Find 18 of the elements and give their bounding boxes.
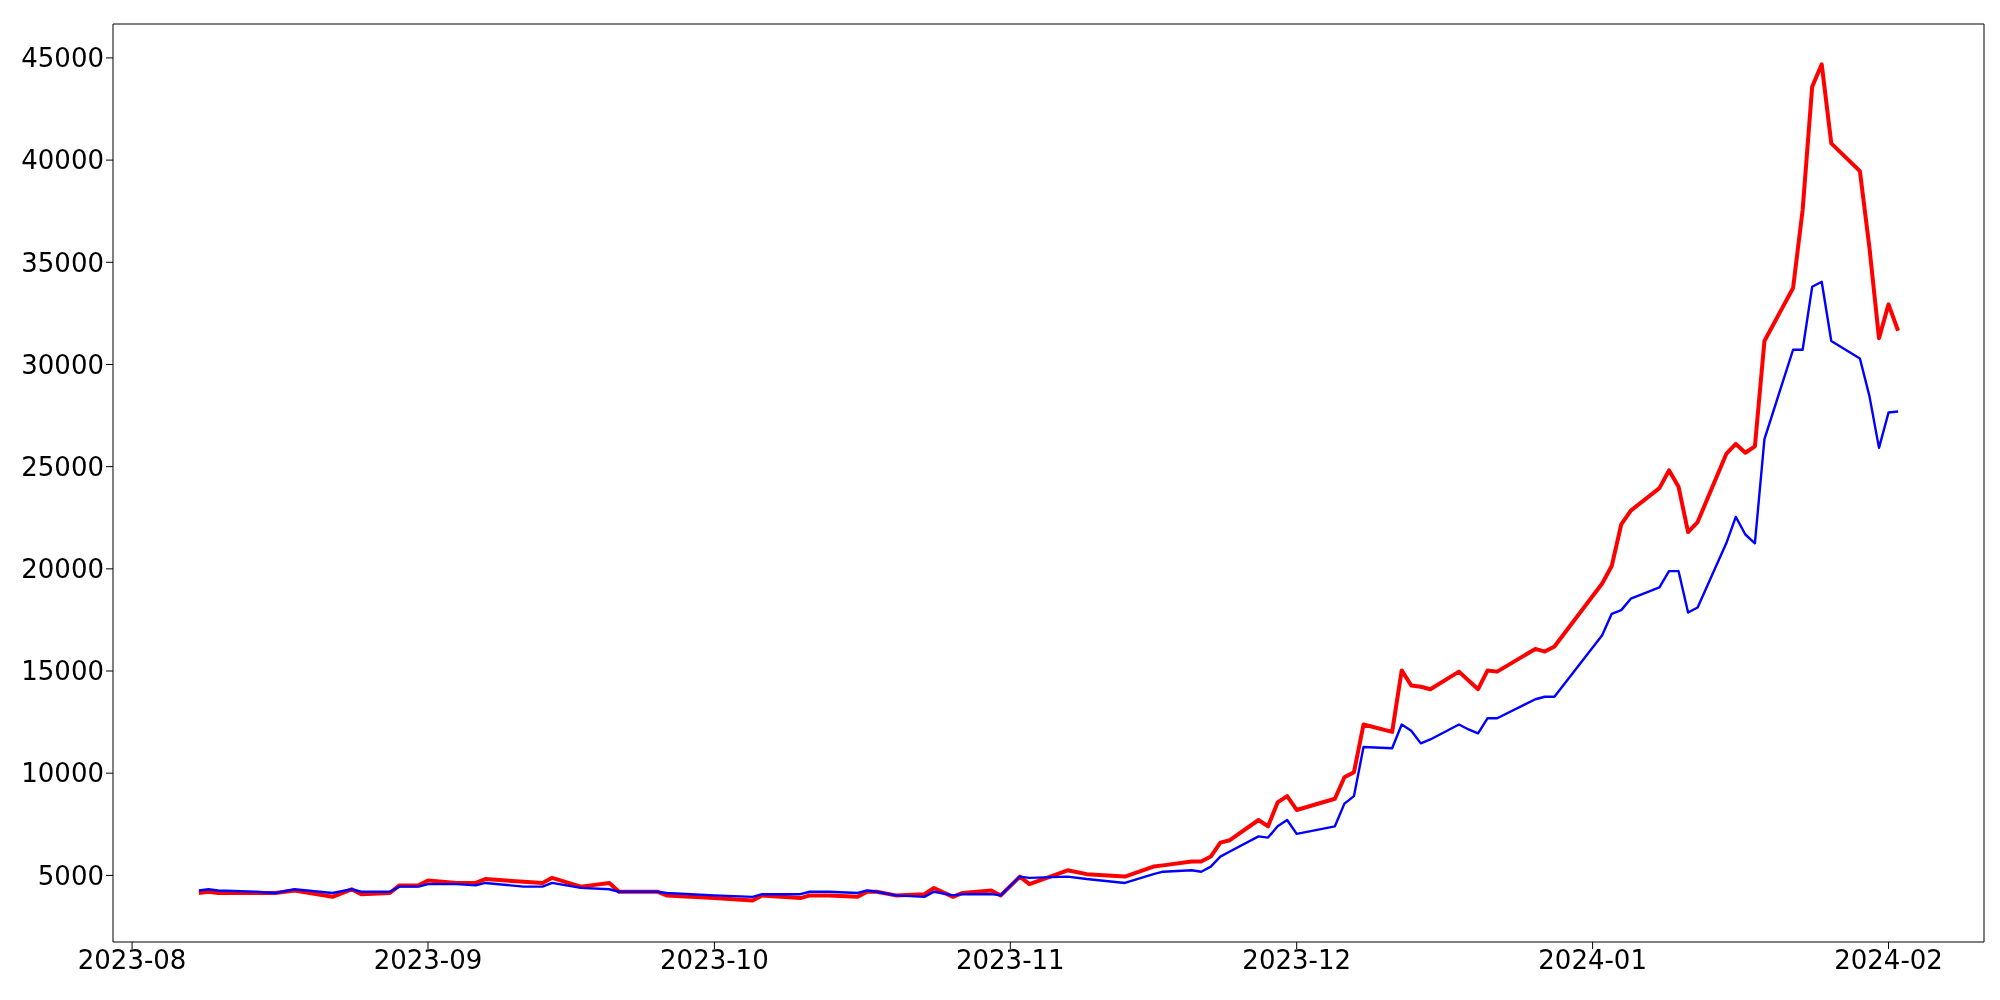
- y-tick-label: 30000: [21, 349, 104, 380]
- x-tick-label: 2023-09: [373, 945, 483, 976]
- y-tick-label: 10000: [21, 758, 104, 789]
- x-tick-label: 2024-01: [1538, 945, 1647, 976]
- y-tick-label: 5000: [37, 860, 104, 891]
- x-tick-label: 2023-10: [660, 945, 769, 976]
- line-series: [196, 62, 1901, 903]
- y-tick-label: 20000: [21, 554, 104, 585]
- line-series: [197, 280, 1900, 899]
- x-tick-label: 2023-08: [77, 945, 187, 976]
- y-tick-label: 25000: [21, 451, 104, 482]
- y-tick-label: 15000: [21, 656, 104, 687]
- x-tick-label: 2023-12: [1242, 945, 1352, 976]
- x-tick-label: 2023-11: [956, 945, 1065, 976]
- y-tick-label: 35000: [21, 247, 104, 278]
- x-tick-label: 2024-02: [1834, 945, 1943, 976]
- y-tick-label: 40000: [21, 145, 104, 176]
- y-tick-label: 45000: [21, 43, 104, 74]
